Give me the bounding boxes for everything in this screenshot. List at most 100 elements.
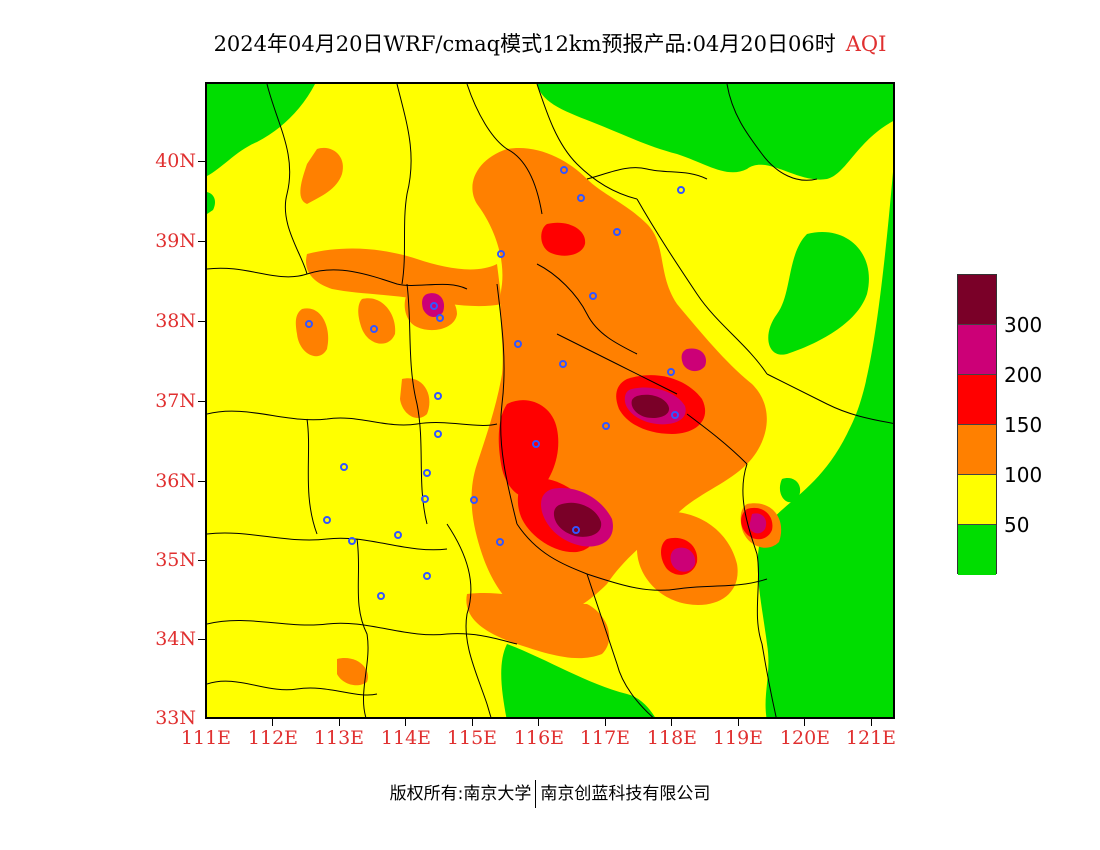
- lat-label-39n: 39N: [155, 230, 196, 252]
- lat-tick: [198, 161, 206, 162]
- legend-label-50: 50: [1004, 513, 1030, 537]
- station-marker: [671, 411, 679, 419]
- lon-label-114e: 114E: [380, 727, 432, 749]
- good-zone-south: [501, 644, 655, 717]
- very-unhealthy-zone-6: [681, 348, 707, 372]
- legend-swatch-very-unhealthy: [958, 325, 996, 375]
- lat-tick: [198, 401, 206, 402]
- unhealthy-zone-4: [541, 222, 586, 256]
- station-marker: [434, 430, 442, 438]
- lat-label-33n: 33N: [155, 707, 196, 729]
- legend-label-100: 100: [1004, 463, 1043, 487]
- lon-label-111e: 111E: [180, 727, 232, 749]
- lat-tick: [198, 321, 206, 322]
- lat-label-37n: 37N: [155, 390, 196, 412]
- very-unhealthy-zone-4: [422, 293, 445, 318]
- map-title-product: AQI: [845, 32, 887, 56]
- lat-tick: [198, 241, 206, 242]
- lon-tick: [405, 718, 406, 726]
- station-marker: [602, 422, 610, 430]
- good-zone-northwest: [207, 84, 315, 176]
- lon-label-117e: 117E: [579, 727, 631, 749]
- sensitive-zone-spot-7: [300, 147, 343, 204]
- lon-label-115e: 115E: [446, 727, 498, 749]
- station-marker: [340, 463, 348, 471]
- legend-swatch-sensitive: [958, 425, 996, 475]
- station-markers: [305, 166, 685, 600]
- legend-swatch-good: [958, 525, 996, 575]
- sensitive-zone-spot-5: [337, 658, 368, 686]
- lon-label-116e: 116E: [513, 727, 565, 749]
- station-marker: [532, 440, 540, 448]
- lat-tick: [198, 639, 206, 640]
- very-unhealthy-zone-3: [670, 547, 696, 572]
- good-zone-patch: [779, 478, 801, 503]
- legend-label-150: 150: [1004, 413, 1043, 437]
- legend-label-200: 200: [1004, 363, 1043, 387]
- sensitive-zone-west-spot-2: [358, 298, 396, 344]
- lon-tick: [272, 718, 273, 726]
- lat-tick: [198, 560, 206, 561]
- sensitive-zone-west-spot-1: [295, 308, 329, 357]
- lat-label-36n: 36N: [155, 470, 196, 492]
- good-zone-bohai: [768, 232, 869, 355]
- map-title: 2024年04月20日WRF/cmaq模式12km预报产品:04月20日06时 A…: [0, 28, 1100, 58]
- legend-swatch-unhealthy: [958, 375, 996, 425]
- lat-label-35n: 35N: [155, 549, 196, 571]
- lon-tick: [804, 718, 805, 726]
- legend-swatch-hazardous: [958, 275, 996, 325]
- lon-tick: [671, 718, 672, 726]
- copyright-company: 南京创蓝科技有限公司: [540, 784, 711, 804]
- lon-tick: [605, 718, 606, 726]
- legend-swatch-moderate: [958, 475, 996, 525]
- station-marker: [421, 495, 429, 503]
- station-marker: [589, 292, 597, 300]
- station-marker: [423, 572, 431, 580]
- lon-label-121e: 121E: [845, 727, 897, 749]
- station-marker: [470, 496, 478, 504]
- good-zone-west-edge: [207, 192, 215, 214]
- good-zone-northeast: [537, 84, 893, 180]
- sensitive-zone-south-band: [466, 592, 610, 659]
- very-unhealthy-zone-5: [749, 513, 767, 534]
- copyright-footer: 版权所有:南京大学 南京创蓝科技有限公司: [0, 779, 1100, 808]
- lon-tick: [871, 718, 872, 726]
- station-marker: [348, 537, 356, 545]
- lon-label-113e: 113E: [313, 727, 365, 749]
- footer-divider: [535, 780, 537, 808]
- station-marker: [430, 302, 438, 310]
- station-marker: [377, 592, 385, 600]
- station-marker: [667, 368, 675, 376]
- lon-tick: [472, 718, 473, 726]
- map-title-main: 2024年04月20日WRF/cmaq模式12km预报产品:04月20日06时: [213, 32, 836, 56]
- station-marker: [323, 516, 331, 524]
- unhealthy-zone-1: [498, 400, 559, 498]
- station-marker: [613, 228, 621, 236]
- station-marker: [559, 360, 567, 368]
- lon-tick: [538, 718, 539, 726]
- aqi-legend: [957, 274, 997, 575]
- lon-label-119e: 119E: [712, 727, 764, 749]
- copyright-owner: 版权所有:南京大学: [389, 784, 532, 804]
- lon-tick: [738, 718, 739, 726]
- lat-label-34n: 34N: [155, 628, 196, 650]
- station-marker: [577, 194, 585, 202]
- lon-label-112e: 112E: [247, 727, 299, 749]
- lon-label-120e: 120E: [779, 727, 831, 749]
- boundary-lines: [207, 84, 893, 717]
- station-marker: [305, 320, 313, 328]
- station-marker: [560, 166, 568, 174]
- lon-tick: [339, 718, 340, 726]
- legend-label-300: 300: [1004, 313, 1043, 337]
- lat-label-40n: 40N: [155, 150, 196, 172]
- station-marker: [497, 250, 505, 258]
- station-marker: [370, 325, 378, 333]
- good-zone-east-sea: [757, 171, 893, 717]
- station-marker: [423, 469, 431, 477]
- lat-label-38n: 38N: [155, 310, 196, 332]
- station-marker: [434, 392, 442, 400]
- station-marker: [394, 531, 402, 539]
- aqi-map: [205, 82, 895, 719]
- hazardous-zone-1: [553, 502, 602, 537]
- hazardous-zone-2: [631, 394, 670, 418]
